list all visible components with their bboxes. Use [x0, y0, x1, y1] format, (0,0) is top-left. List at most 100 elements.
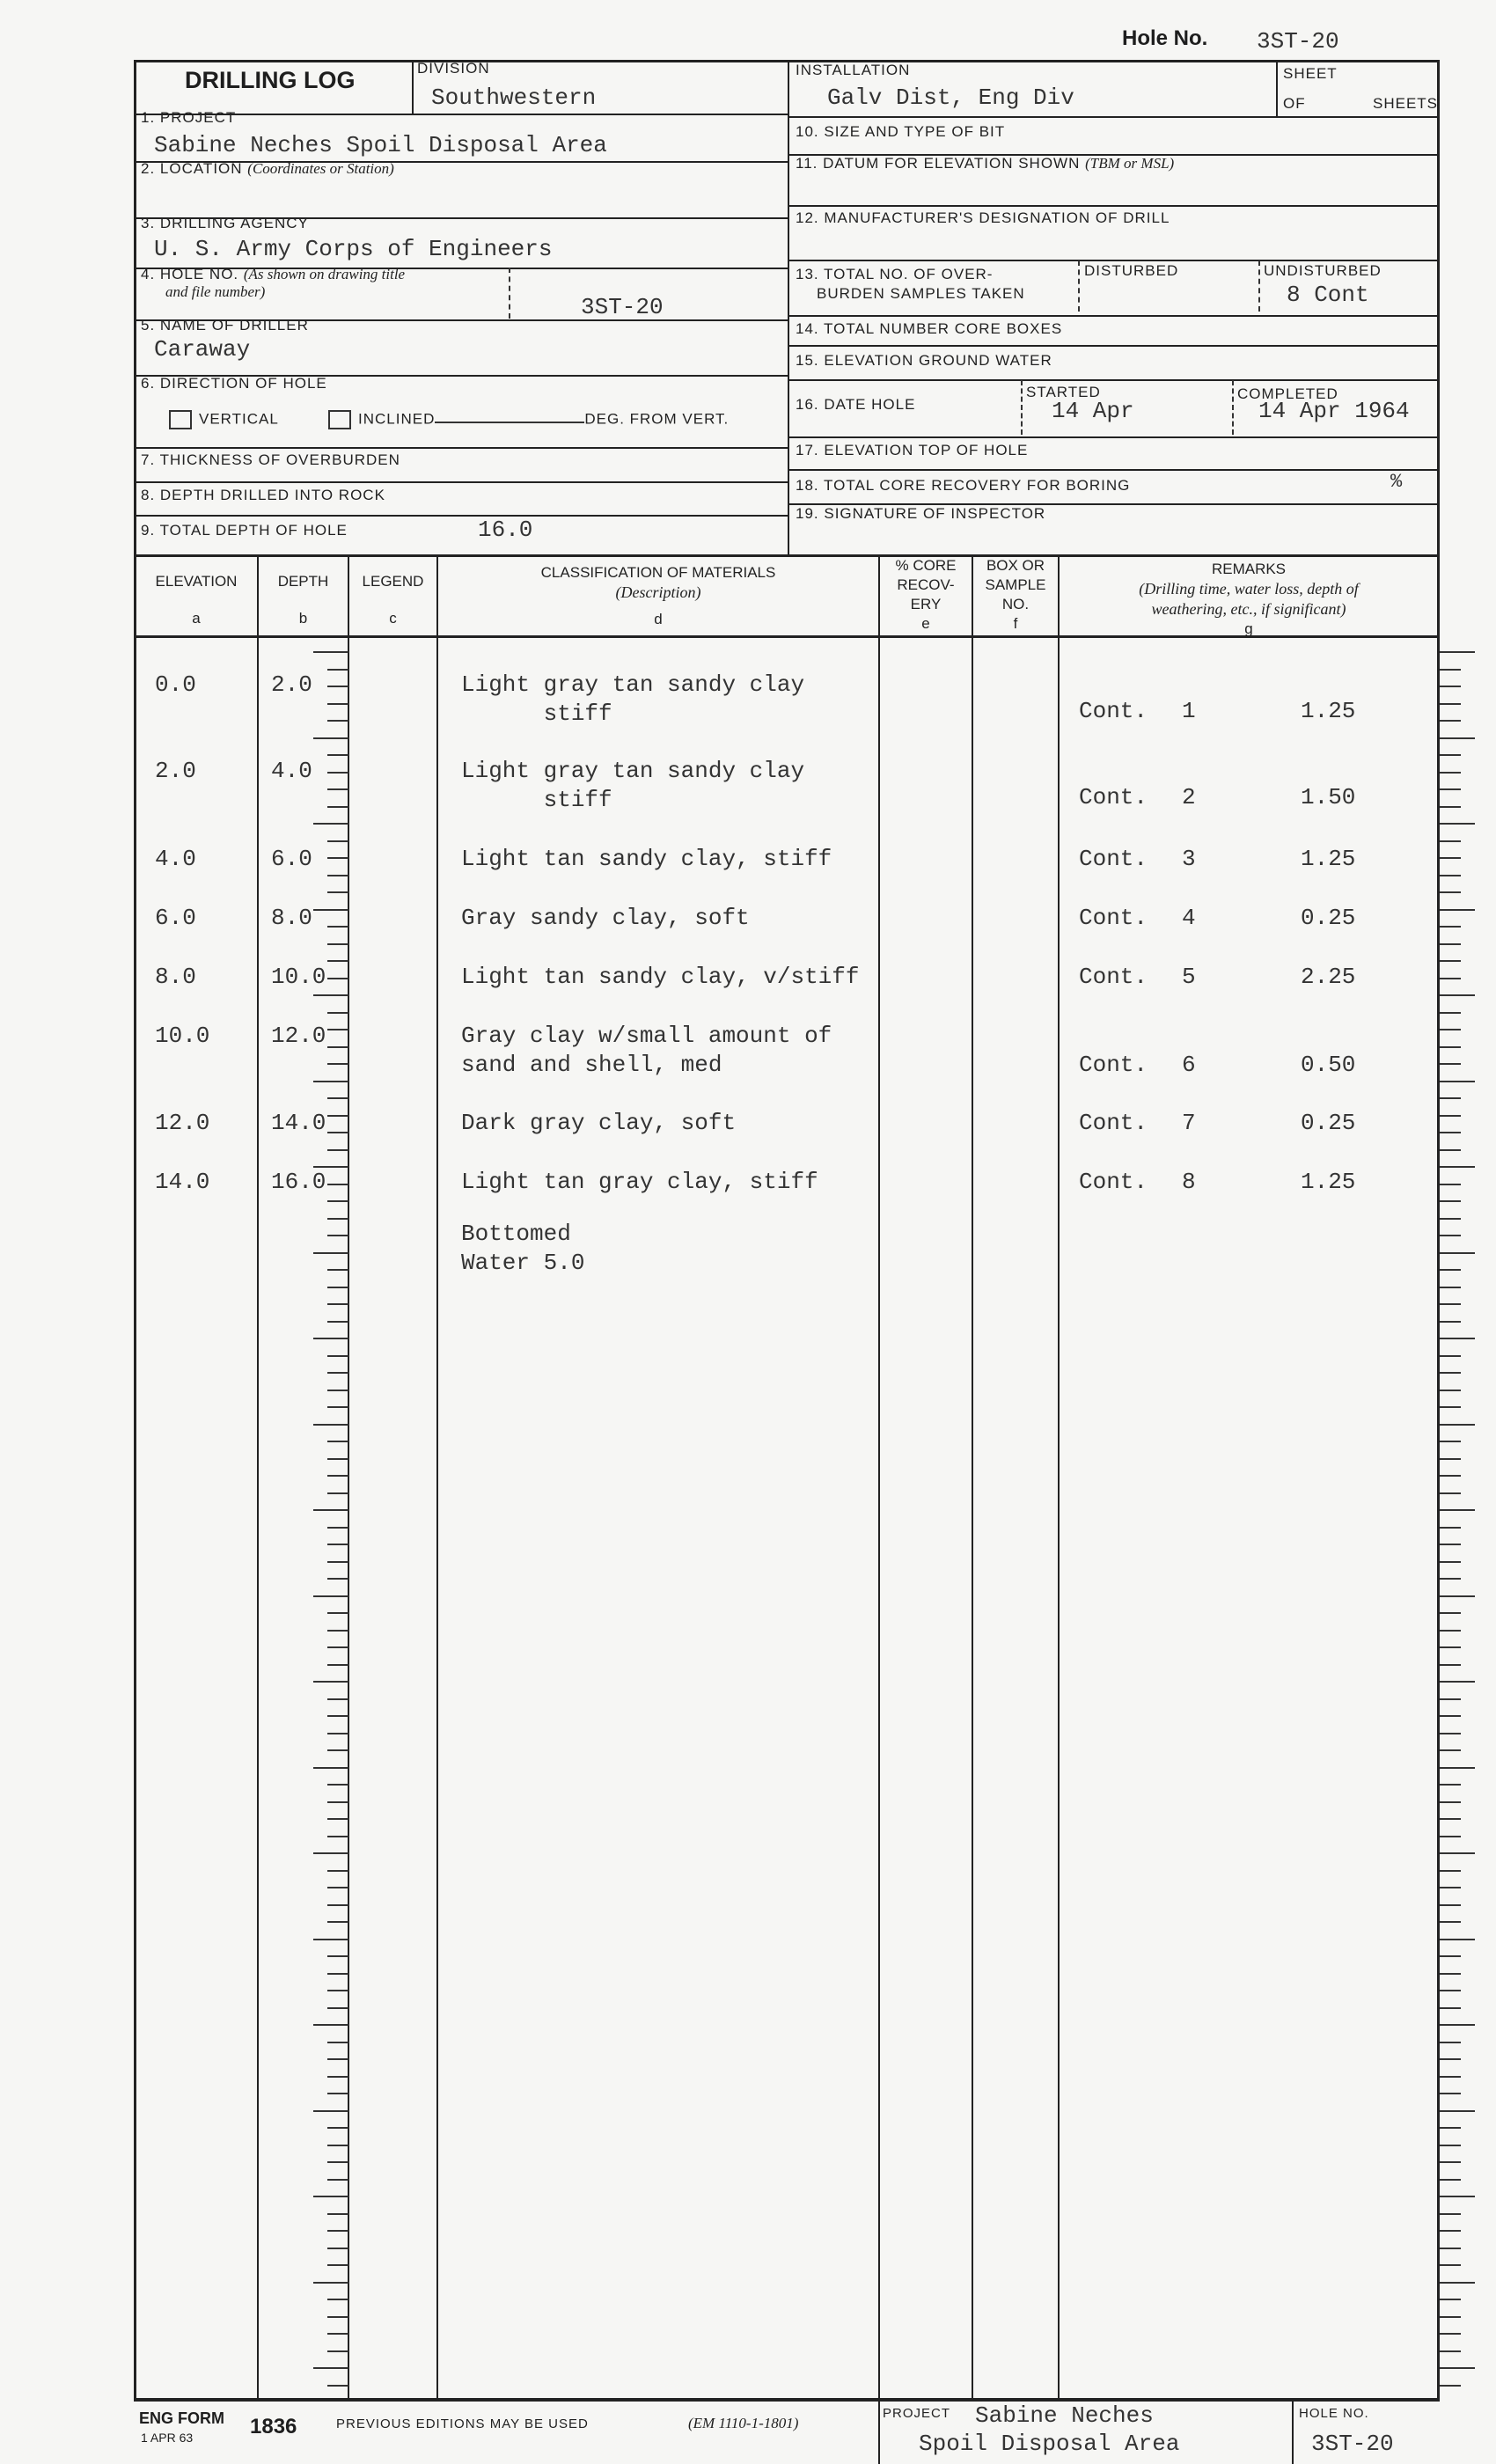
- vertical-checkbox[interactable]: VERTICAL: [169, 410, 279, 429]
- depth-tick: [313, 2024, 348, 2026]
- edge-tick: [1440, 2350, 1461, 2352]
- row-description: Light gray tan sandy clay: [461, 758, 805, 784]
- driller-value: Caraway: [154, 336, 251, 363]
- depth-tick: [327, 2144, 348, 2146]
- checkbox-icon: [169, 410, 192, 429]
- core-boxes-label: 14. TOTAL NUMBER CORE BOXES: [796, 320, 1063, 337]
- edge-tick: [1440, 2212, 1461, 2215]
- edge-tick: [1440, 1354, 1461, 1357]
- edge-tick: [1440, 1045, 1461, 1048]
- edge-tick: [1440, 1852, 1475, 1854]
- edge-tick: [1440, 1423, 1475, 1426]
- started-value: 14 Apr: [1052, 398, 1134, 424]
- overburden-label: 7. THICKNESS OF OVERBURDEN: [141, 451, 400, 468]
- edge-tick: [1440, 1629, 1461, 1632]
- samples-label-2: BURDEN SAMPLES TAKEN: [817, 285, 1025, 302]
- depth-tick: [327, 1903, 348, 1906]
- depth-tick: [313, 1509, 348, 1511]
- edge-tick: [1440, 702, 1461, 705]
- depth-tick: [327, 1320, 348, 1323]
- edge-tick: [1440, 1303, 1461, 1305]
- depth-tick: [327, 1457, 348, 1460]
- edge-tick: [1440, 1715, 1461, 1717]
- row-sample-type: Cont.: [1079, 1110, 1148, 1136]
- depth-tick: [327, 1612, 348, 1614]
- depth-tick: [327, 754, 348, 756]
- edge-tick: [1440, 651, 1475, 653]
- installation-label: INSTALLATION: [796, 62, 911, 78]
- edge-tick: [1440, 686, 1461, 687]
- depth-tick: [327, 1303, 348, 1305]
- depth-tick: [327, 1972, 348, 1975]
- edge-tick: [1440, 942, 1461, 945]
- datum-label: 11. DATUM FOR ELEVATION SHOWN (TBM or MS…: [796, 155, 1175, 172]
- edge-tick: [1440, 1732, 1461, 1734]
- depth-tick: [327, 1045, 348, 1048]
- edge-tick: [1440, 1406, 1461, 1408]
- edge-tick: [1440, 1612, 1461, 1614]
- row-depth: 10.0: [271, 964, 326, 990]
- depth-tick: [327, 942, 348, 945]
- form-title: DRILLING LOG: [185, 67, 356, 93]
- depth-tick: [327, 1663, 348, 1666]
- col-box-sample: BOX OR SAMPLE NO. f: [985, 557, 1046, 632]
- depth-tick: [327, 857, 348, 859]
- core-recovery-label: 18. TOTAL CORE RECOVERY FOR BORING: [796, 477, 1131, 494]
- depth-tick: [327, 720, 348, 722]
- edge-tick: [1440, 1063, 1461, 1065]
- depth-tick: [313, 1766, 348, 1769]
- depth-tick: [327, 874, 348, 876]
- edge-tick: [1440, 1132, 1461, 1133]
- rock-depth-label: 8. DEPTH DRILLED INTO ROCK: [141, 487, 385, 503]
- completed-label: COMPLETED: [1237, 385, 1338, 402]
- edge-tick: [1440, 1955, 1461, 1957]
- depth-tick: [327, 788, 348, 790]
- row-sample-number: 4: [1182, 905, 1196, 931]
- driller-label: 5. NAME OF DRILLER: [141, 317, 309, 334]
- edge-tick: [1440, 840, 1461, 842]
- depth-tick: [327, 1354, 348, 1357]
- depth-tick: [327, 2264, 348, 2266]
- row-sample-number: 6: [1182, 1052, 1196, 1078]
- edge-tick: [1440, 1544, 1461, 1545]
- depth-tick: [327, 2093, 348, 2094]
- edge-tick: [1440, 737, 1475, 739]
- depth-tick: [313, 1166, 348, 1168]
- depth-tick: [327, 960, 348, 962]
- form-label: ENG FORM: [139, 2409, 224, 2427]
- depth-tick: [327, 1097, 348, 1099]
- edge-tick: [1440, 1903, 1461, 1906]
- edge-tick: [1440, 823, 1475, 825]
- row-description: Light tan sandy clay, stiff: [461, 846, 832, 872]
- row-sample-number: 7: [1182, 1110, 1196, 1136]
- depth-tick: [327, 668, 348, 671]
- bit-label: 10. SIZE AND TYPE OF BIT: [796, 123, 1006, 140]
- edge-tick: [1440, 926, 1461, 928]
- col-elevation: ELEVATION a: [155, 573, 238, 627]
- project-value: Sabine Neches Spoil Disposal Area: [154, 132, 607, 158]
- undisturbed-value: 8 Cont: [1287, 282, 1369, 308]
- edge-tick: [1440, 2006, 1461, 2009]
- depth-tick: [327, 1441, 348, 1442]
- inclined-checkbox[interactable]: INCLINED DEG. FROM VERT.: [328, 410, 729, 429]
- depth-tick: [327, 1063, 348, 1065]
- depth-tick: [327, 1132, 348, 1133]
- depth-tick: [327, 1029, 348, 1030]
- row-elevation: 0.0: [155, 671, 196, 698]
- edge-tick: [1440, 2264, 1461, 2266]
- form-date: 1 APR 63: [141, 2431, 194, 2445]
- depth-tick: [327, 1835, 348, 1837]
- depth-tick: [327, 771, 348, 774]
- edge-tick: [1440, 788, 1461, 790]
- edge-tick: [1440, 1766, 1475, 1769]
- footer-project-line2: Spoil Disposal Area: [919, 2431, 1180, 2457]
- depth-tick: [327, 1011, 348, 1014]
- edge-tick: [1440, 1887, 1461, 1888]
- division-value: Southwestern: [431, 84, 597, 111]
- edge-tick: [1440, 1990, 1461, 1991]
- edge-tick: [1440, 1338, 1475, 1339]
- depth-tick: [327, 1578, 348, 1580]
- agency-label: 3. DRILLING AGENCY: [141, 215, 309, 231]
- edge-tick: [1440, 1251, 1475, 1254]
- previous-editions-note: PREVIOUS EDITIONS MAY BE USED: [336, 2416, 589, 2431]
